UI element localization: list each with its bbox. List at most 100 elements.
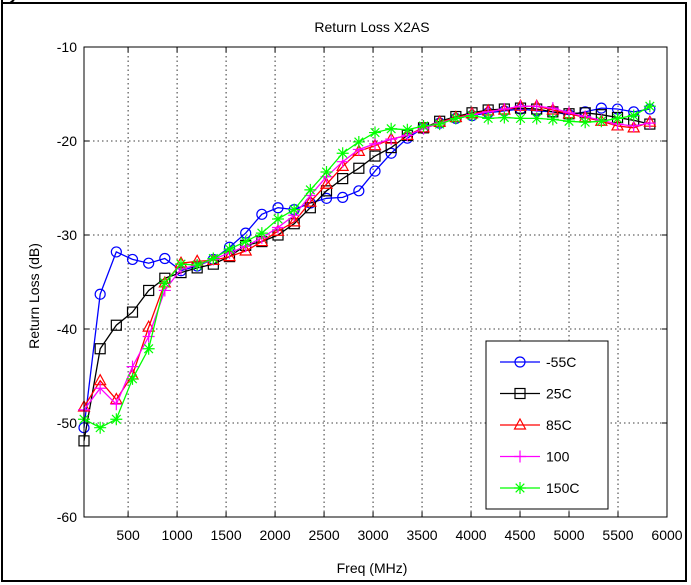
- data-point: [304, 183, 317, 196]
- data-point: [369, 150, 381, 162]
- data-point: [94, 421, 107, 434]
- data-point: [498, 111, 511, 124]
- legend-marker: [514, 356, 526, 368]
- data-point: [126, 253, 139, 266]
- x-tick-label: 5000: [553, 527, 584, 543]
- data-point: [110, 398, 123, 411]
- data-point: [385, 133, 398, 146]
- data-point: [319, 176, 334, 189]
- y-axis-label: Return Loss (dB): [26, 243, 42, 349]
- data-point: [288, 203, 301, 216]
- data-point: [320, 185, 333, 197]
- y-tick-label: -20: [57, 133, 77, 149]
- data-point: [417, 119, 430, 132]
- legend-label: 25C: [546, 386, 572, 402]
- axes-box: [83, 46, 668, 518]
- data-point: [142, 342, 155, 355]
- legend-label: 150C: [546, 480, 579, 496]
- data-point: [126, 360, 139, 373]
- data-point: [353, 185, 365, 197]
- data-point: [385, 122, 398, 135]
- x-tick-label: 4500: [504, 527, 535, 543]
- x-tick-label: 1500: [210, 527, 241, 543]
- data-point: [530, 100, 543, 113]
- legend-label: -55C: [546, 354, 576, 370]
- data-point: [175, 258, 188, 271]
- data-point: [369, 137, 382, 150]
- data-point: [239, 235, 252, 248]
- figure-corner-mark: [1, 0, 15, 4]
- data-point: [466, 109, 479, 122]
- chart-title: Return Loss X2AS: [314, 19, 429, 35]
- legend: -55C 25C 85C 100 150C: [485, 340, 609, 510]
- series-line: [83, 107, 651, 442]
- data-point: [255, 234, 269, 247]
- data-point: [449, 112, 462, 125]
- data-point: [401, 123, 414, 136]
- plot-series: [77, 98, 657, 447]
- legend-label: 85C: [546, 417, 572, 433]
- legend-marker: [513, 417, 527, 430]
- x-tick-label: 500: [116, 527, 140, 543]
- data-point: [143, 257, 155, 269]
- data-point: [94, 343, 106, 355]
- data-point: [207, 252, 220, 265]
- data-point: [94, 382, 107, 395]
- data-point: [627, 109, 640, 122]
- data-point: [320, 192, 333, 204]
- data-point: [272, 202, 284, 214]
- data-point: [352, 135, 365, 148]
- data-point: [126, 306, 139, 318]
- data-point: [287, 214, 301, 227]
- x-tick-label: 6000: [651, 527, 682, 543]
- data-point: [611, 112, 624, 125]
- axis-ticks: 500 1000 1500 2000 2500 3000 3500 4000 4500 5000 5…: [57, 39, 683, 543]
- data-point: [191, 259, 204, 272]
- data-point: [126, 372, 139, 385]
- legend-entry: -55C: [500, 354, 576, 370]
- x-tick-label: 1000: [162, 527, 193, 543]
- x-axis-label: Freq (MHz): [337, 560, 408, 576]
- legend-entry: 85C: [500, 417, 572, 433]
- y-tick-label: -50: [57, 415, 77, 431]
- data-point: [303, 194, 317, 207]
- data-point: [143, 284, 155, 297]
- y-tick-label: -10: [57, 39, 77, 55]
- data-point: [110, 319, 122, 331]
- x-tick-label: 5500: [602, 527, 633, 543]
- data-point: [320, 166, 333, 179]
- data-point: [110, 246, 122, 258]
- data-point: [222, 249, 237, 262]
- data-point: [433, 118, 446, 131]
- legend-entry: 100: [500, 449, 570, 465]
- data-point: [272, 213, 285, 226]
- data-point: [239, 243, 253, 256]
- data-point: [159, 252, 171, 265]
- legend-marker: [514, 482, 526, 494]
- data-point: [482, 112, 495, 125]
- data-point: [271, 223, 285, 236]
- data-point: [546, 113, 559, 126]
- data-point: [353, 162, 365, 174]
- legend-box: [485, 340, 609, 510]
- x-tick-label: 3500: [406, 527, 437, 543]
- legend-entry: 150C: [500, 480, 579, 496]
- data-point: [643, 100, 656, 113]
- data-point: [627, 119, 640, 132]
- data-point: [369, 165, 381, 177]
- y-tick-label: -40: [57, 321, 77, 337]
- data-point: [337, 191, 349, 203]
- data-point: [337, 173, 349, 185]
- x-tick-label: 3000: [357, 527, 388, 543]
- series-line: [83, 105, 651, 411]
- data-point: [110, 413, 123, 426]
- y-tick-label: -60: [57, 509, 77, 525]
- data-point: [579, 116, 592, 129]
- data-point: [142, 330, 155, 343]
- data-point: [595, 102, 607, 114]
- data-point: [94, 288, 106, 300]
- data-point: [546, 102, 559, 115]
- legend-marker: [514, 387, 526, 400]
